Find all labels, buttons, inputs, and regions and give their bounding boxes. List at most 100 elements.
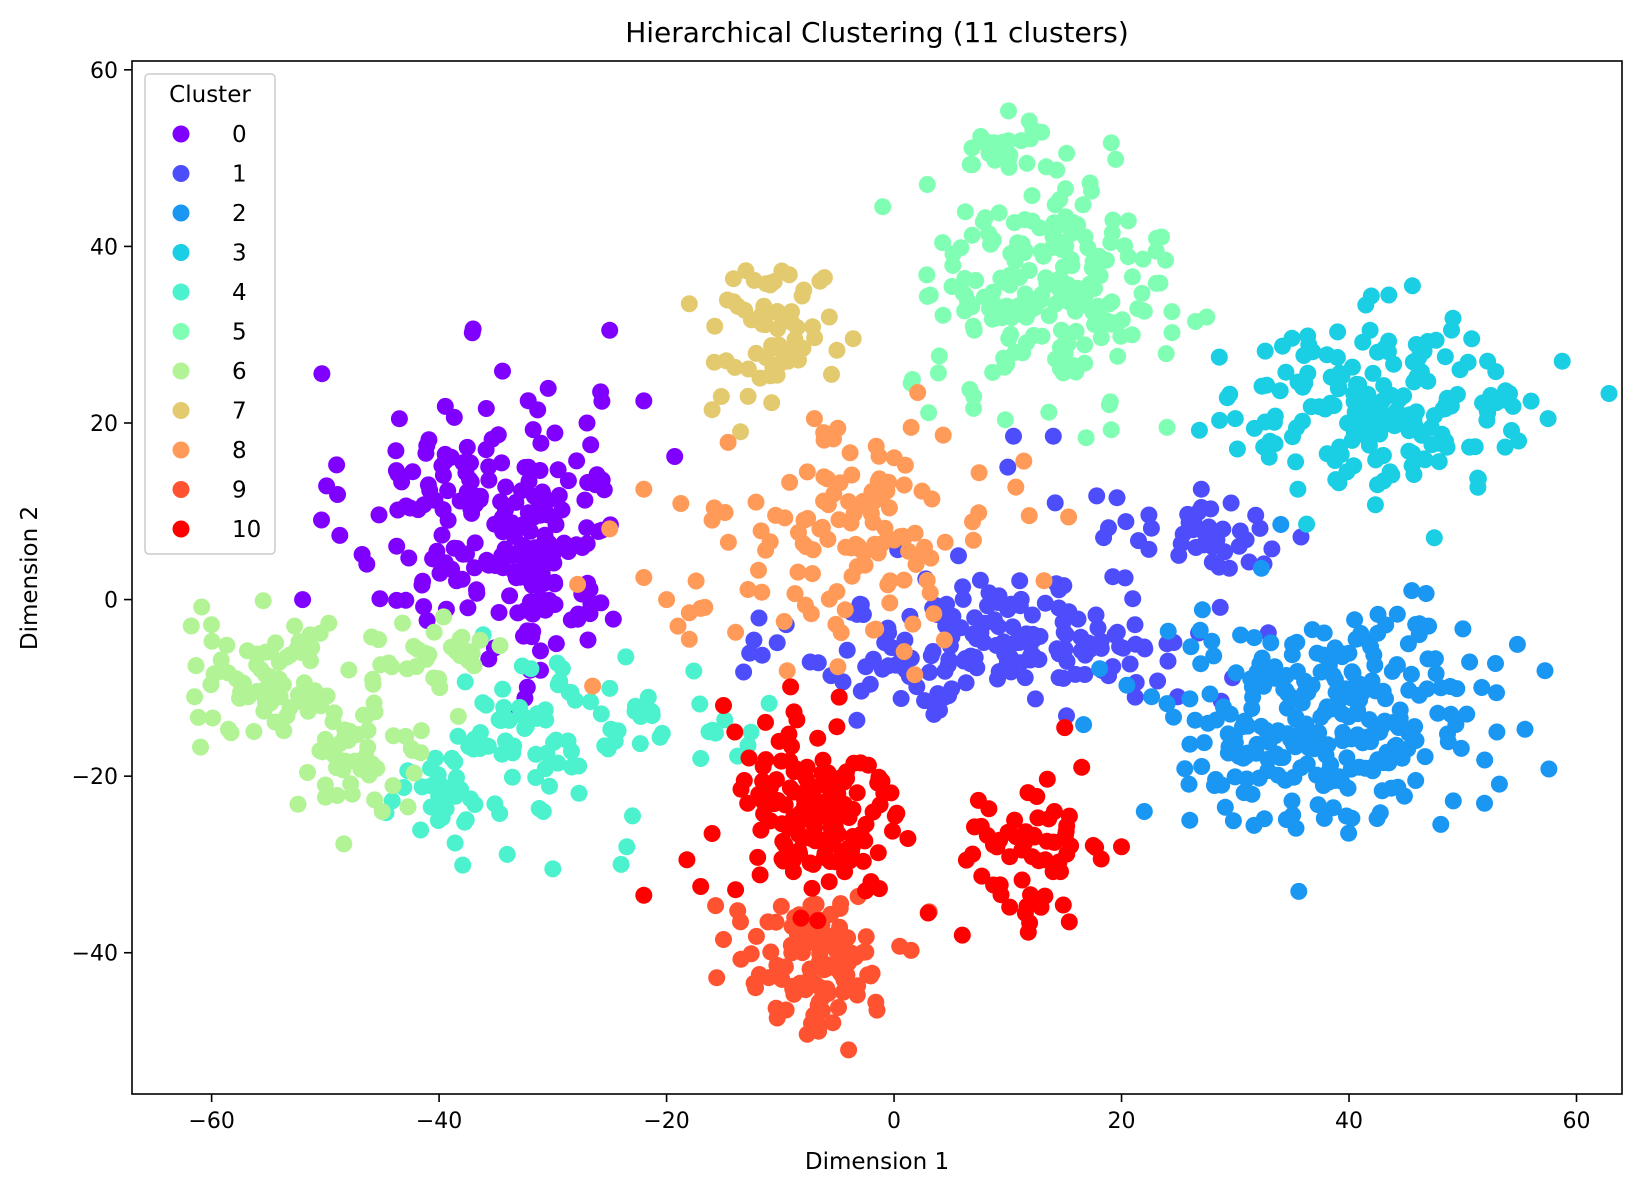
- series-4: [377, 626, 778, 878]
- point-cluster-6: [293, 644, 311, 661]
- series-7: [680, 262, 862, 441]
- point-cluster-0: [592, 594, 610, 612]
- point-cluster-0: [439, 511, 457, 529]
- point-cluster-7: [770, 336, 788, 354]
- point-cluster-10: [1060, 913, 1078, 931]
- point-cluster-2: [1536, 662, 1554, 680]
- point-cluster-1: [964, 625, 982, 643]
- point-cluster-2: [1192, 655, 1210, 673]
- point-cluster-6: [203, 632, 221, 650]
- point-cluster-2: [1326, 639, 1344, 657]
- point-cluster-0: [546, 424, 564, 442]
- point-cluster-1: [834, 673, 852, 691]
- point-cluster-3: [1346, 403, 1364, 421]
- point-cluster-9: [776, 958, 794, 976]
- point-cluster-8: [829, 658, 847, 676]
- point-cluster-6: [267, 634, 285, 652]
- point-cluster-10: [785, 703, 803, 721]
- point-cluster-2: [1393, 749, 1411, 767]
- point-cluster-0: [477, 441, 495, 459]
- point-cluster-8: [750, 561, 767, 579]
- point-cluster-5: [1051, 191, 1069, 208]
- point-cluster-0: [431, 564, 449, 582]
- point-cluster-2: [1383, 662, 1401, 680]
- point-cluster-5: [1033, 327, 1051, 345]
- point-cluster-2: [1224, 812, 1242, 830]
- point-cluster-3: [1293, 412, 1311, 430]
- point-cluster-1: [954, 590, 972, 608]
- point-cluster-10: [782, 678, 800, 696]
- point-cluster-2: [1239, 717, 1257, 735]
- point-cluster-3: [1459, 353, 1477, 371]
- point-cluster-3: [1226, 410, 1244, 428]
- point-cluster-7: [706, 317, 724, 335]
- point-cluster-1: [971, 571, 989, 589]
- point-cluster-1: [979, 597, 996, 615]
- point-cluster-2: [1272, 516, 1290, 533]
- point-cluster-7: [725, 293, 742, 311]
- point-cluster-8: [870, 447, 888, 465]
- point-cluster-1: [892, 690, 910, 707]
- point-cluster-6: [491, 637, 509, 655]
- point-cluster-5: [961, 156, 979, 173]
- point-cluster-10: [726, 723, 744, 741]
- point-cluster-9: [835, 935, 853, 953]
- point-cluster-8: [904, 615, 922, 633]
- point-cluster-10: [811, 803, 829, 821]
- point-cluster-5: [1102, 421, 1120, 439]
- point-cluster-10: [774, 852, 792, 870]
- point-cluster-5: [1158, 418, 1176, 436]
- point-cluster-3: [1330, 377, 1347, 395]
- point-cluster-2: [1181, 690, 1199, 708]
- x-tick-label: −20: [643, 1109, 689, 1134]
- point-cluster-2: [1488, 684, 1505, 702]
- series-3: [1190, 277, 1618, 547]
- point-cluster-3: [1380, 286, 1398, 304]
- point-cluster-10: [754, 758, 772, 776]
- point-cluster-3: [1474, 394, 1492, 412]
- point-cluster-10: [1001, 898, 1019, 916]
- point-cluster-3: [1274, 337, 1291, 355]
- point-cluster-2: [1203, 632, 1221, 650]
- point-cluster-3: [1600, 385, 1618, 402]
- point-cluster-5: [1000, 102, 1017, 120]
- point-cluster-5: [1104, 211, 1122, 229]
- point-cluster-4: [452, 781, 470, 798]
- point-cluster-8: [902, 418, 920, 436]
- point-cluster-8: [881, 572, 899, 590]
- point-cluster-6: [220, 720, 237, 738]
- point-cluster-2: [1118, 676, 1136, 694]
- point-cluster-5: [1109, 347, 1127, 365]
- point-cluster-4: [422, 759, 439, 777]
- point-cluster-10: [1058, 817, 1076, 835]
- point-cluster-5: [1037, 158, 1055, 176]
- point-cluster-8: [815, 431, 833, 449]
- point-cluster-8: [855, 544, 873, 562]
- point-cluster-10: [1036, 887, 1054, 905]
- point-cluster-4: [454, 856, 472, 874]
- point-cluster-3: [1256, 413, 1274, 431]
- point-cluster-10: [1001, 848, 1019, 866]
- point-cluster-8: [819, 530, 837, 548]
- point-cluster-3: [1403, 277, 1421, 295]
- point-cluster-6: [359, 738, 377, 756]
- point-cluster-5: [1063, 257, 1081, 275]
- point-cluster-7: [724, 270, 742, 288]
- point-cluster-6: [373, 803, 391, 820]
- legend-label-7: 7: [232, 399, 247, 425]
- point-cluster-8: [757, 541, 775, 559]
- point-cluster-10: [809, 912, 827, 930]
- point-cluster-4: [685, 662, 703, 680]
- point-cluster-9: [862, 967, 880, 985]
- point-cluster-5: [1157, 251, 1175, 269]
- point-cluster-1: [1005, 427, 1022, 445]
- point-cluster-5: [965, 399, 983, 417]
- legend-label-5: 5: [232, 320, 247, 346]
- point-cluster-7: [785, 340, 802, 358]
- point-cluster-8: [803, 565, 821, 583]
- point-cluster-8: [601, 520, 619, 538]
- point-cluster-8: [1007, 478, 1025, 496]
- point-cluster-4: [547, 731, 565, 749]
- point-cluster-10: [824, 835, 842, 853]
- point-cluster-9: [834, 983, 852, 1001]
